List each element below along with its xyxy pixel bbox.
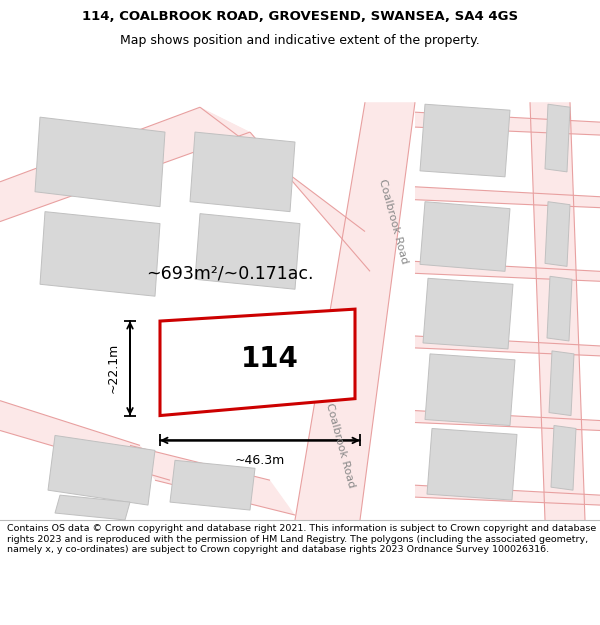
- Polygon shape: [48, 436, 155, 505]
- Polygon shape: [190, 132, 295, 212]
- Polygon shape: [415, 187, 600, 208]
- Text: 114, COALBROOK ROAD, GROVESEND, SWANSEA, SA4 4GS: 114, COALBROOK ROAD, GROVESEND, SWANSEA,…: [82, 11, 518, 24]
- Polygon shape: [55, 495, 130, 520]
- Polygon shape: [0, 52, 600, 520]
- Text: ~22.1m: ~22.1m: [107, 343, 120, 393]
- Polygon shape: [40, 212, 160, 296]
- Polygon shape: [415, 261, 600, 281]
- Polygon shape: [415, 411, 600, 431]
- Polygon shape: [0, 401, 170, 480]
- Polygon shape: [415, 112, 600, 135]
- Text: Contains OS data © Crown copyright and database right 2021. This information is : Contains OS data © Crown copyright and d…: [7, 524, 596, 554]
- Polygon shape: [160, 309, 355, 416]
- Text: ~693m²/~0.171ac.: ~693m²/~0.171ac.: [146, 264, 314, 282]
- Polygon shape: [130, 446, 295, 515]
- Polygon shape: [547, 276, 572, 341]
- Polygon shape: [425, 354, 515, 426]
- Polygon shape: [420, 202, 510, 271]
- Polygon shape: [415, 485, 600, 505]
- Polygon shape: [545, 104, 570, 172]
- Polygon shape: [200, 107, 370, 271]
- Text: Map shows position and indicative extent of the property.: Map shows position and indicative extent…: [120, 34, 480, 47]
- Polygon shape: [549, 351, 574, 416]
- Polygon shape: [427, 429, 517, 500]
- Polygon shape: [415, 336, 600, 356]
- Polygon shape: [551, 426, 576, 490]
- Polygon shape: [420, 104, 510, 177]
- Polygon shape: [195, 214, 300, 289]
- Text: 114: 114: [241, 345, 299, 373]
- Polygon shape: [35, 117, 165, 207]
- Polygon shape: [170, 461, 255, 510]
- Text: Coalbrook Road: Coalbrook Road: [377, 178, 409, 265]
- Polygon shape: [195, 329, 305, 398]
- Polygon shape: [530, 102, 585, 520]
- Polygon shape: [423, 278, 513, 349]
- Text: Coalbrook Road: Coalbrook Road: [324, 402, 356, 489]
- Polygon shape: [0, 107, 250, 222]
- Polygon shape: [295, 102, 415, 520]
- Polygon shape: [545, 202, 570, 266]
- Text: ~46.3m: ~46.3m: [235, 454, 285, 468]
